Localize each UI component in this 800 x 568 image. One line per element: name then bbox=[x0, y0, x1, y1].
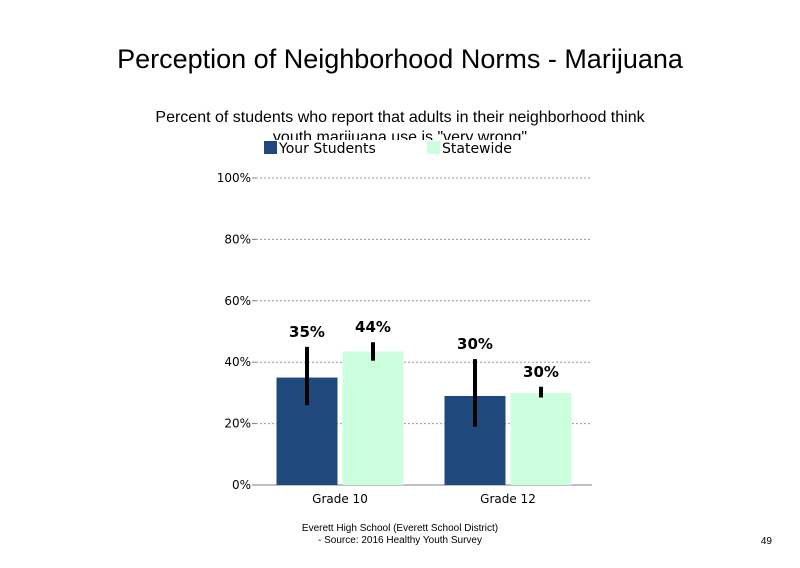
data-label: 30% bbox=[457, 335, 493, 353]
legend-label-your-students: Your Students bbox=[279, 141, 376, 157]
legend-swatch-your-students bbox=[264, 141, 277, 154]
y-tick-label: 80% bbox=[224, 232, 251, 246]
legend-swatch-statewide bbox=[427, 141, 440, 154]
y-tick-label: 40% bbox=[224, 355, 251, 369]
x-tick-label: Grade 12 bbox=[480, 492, 536, 506]
y-tick-label: 0% bbox=[232, 478, 251, 492]
bar bbox=[510, 392, 572, 485]
chart-subtitle: Percent of students who report that adul… bbox=[155, 109, 645, 140]
y-tick-label: 60% bbox=[224, 294, 251, 308]
y-tick-label: 100% bbox=[217, 171, 251, 185]
bar bbox=[342, 351, 404, 485]
footer-source-line: - Source: 2016 Healthy Youth Survey bbox=[318, 535, 482, 546]
legend-item-your-students: Your Students bbox=[264, 140, 376, 158]
source-footer: Everett High School (Everett School Dist… bbox=[230, 523, 570, 547]
data-label: 35% bbox=[289, 323, 325, 341]
data-label: 44% bbox=[355, 318, 391, 336]
legend-label-statewide: Statewide bbox=[442, 141, 512, 157]
chart-legend: Your Students Statewide bbox=[264, 140, 564, 158]
legend-item-statewide: Statewide bbox=[427, 140, 512, 158]
footer-school-line: Everett High School (Everett School Dist… bbox=[301, 523, 499, 534]
data-label: 30% bbox=[523, 363, 559, 381]
page-number: 49 bbox=[760, 536, 772, 547]
y-tick-label: 20% bbox=[224, 417, 251, 431]
x-tick-label: Grade 10 bbox=[312, 492, 368, 506]
chart-title: Perception of Neighborhood Norms - Marij… bbox=[117, 44, 683, 74]
